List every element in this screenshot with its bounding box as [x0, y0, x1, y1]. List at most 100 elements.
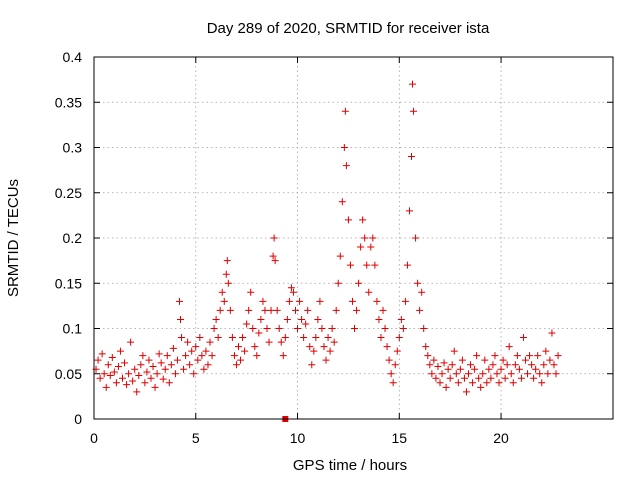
data-point — [198, 352, 206, 360]
data-point — [501, 374, 509, 382]
data-point — [519, 334, 527, 342]
data-point — [446, 374, 454, 382]
data-point — [273, 306, 281, 314]
data-point — [391, 361, 399, 369]
data-point — [163, 352, 171, 360]
data-point — [526, 352, 534, 360]
data-point — [145, 356, 153, 364]
data-point — [294, 325, 302, 332]
data-point — [487, 374, 495, 382]
data-point — [310, 347, 318, 355]
data-point — [405, 207, 413, 215]
data-point — [269, 252, 277, 260]
data-point — [385, 356, 393, 364]
data-point — [277, 338, 285, 346]
data-point — [434, 363, 442, 371]
data-point — [440, 359, 448, 367]
data-point — [245, 306, 253, 314]
data-point — [171, 370, 179, 378]
y-tick-label: 0.2 — [63, 230, 83, 246]
data-point — [493, 370, 501, 378]
y-axis-label: SRMTID / TECUs — [5, 179, 22, 297]
y-tick-label: 0.15 — [55, 275, 82, 291]
data-point — [202, 347, 210, 355]
x-tick-label: 20 — [493, 430, 509, 446]
data-point — [456, 365, 464, 373]
data-point — [102, 383, 110, 391]
data-point — [540, 361, 548, 369]
data-point — [173, 356, 181, 364]
data-point — [226, 306, 234, 314]
data-point — [270, 234, 278, 242]
data-point — [255, 329, 263, 337]
data-point — [296, 297, 304, 305]
data-point — [424, 352, 432, 360]
y-tick-label: 0.4 — [63, 49, 83, 65]
data-point — [223, 257, 231, 265]
data-point — [177, 315, 184, 323]
y-tick-label: 0.35 — [55, 94, 82, 110]
data-point — [367, 243, 375, 251]
data-point — [139, 352, 147, 360]
data-point — [249, 325, 257, 332]
data-point — [239, 334, 247, 342]
data-point — [363, 261, 371, 269]
data-point — [196, 334, 204, 342]
data-point — [153, 370, 161, 378]
x-tick-label: 10 — [290, 430, 306, 446]
data-point — [298, 315, 306, 323]
data-point — [397, 315, 405, 323]
data-point — [381, 325, 389, 332]
data-point — [503, 361, 511, 369]
data-point — [379, 306, 387, 314]
data-point — [426, 361, 434, 369]
data-point — [175, 297, 183, 305]
data-point — [312, 334, 320, 342]
data-point — [475, 374, 483, 382]
data-point — [135, 372, 143, 380]
data-point — [159, 375, 167, 383]
data-point — [143, 368, 151, 376]
data-point — [123, 381, 131, 389]
data-point — [275, 325, 283, 332]
data-point — [235, 343, 243, 351]
data-point — [318, 325, 326, 332]
data-point — [389, 379, 397, 387]
data-point — [149, 363, 157, 371]
data-point — [393, 347, 401, 355]
y-tick-label: 0 — [74, 411, 82, 427]
data-point — [355, 279, 363, 287]
data-point — [330, 338, 338, 346]
data-point — [182, 352, 190, 360]
data-point — [94, 356, 102, 364]
data-point — [495, 379, 503, 387]
data-point — [287, 284, 295, 292]
data-point — [184, 338, 192, 346]
data-point — [481, 356, 489, 364]
data-point — [377, 334, 385, 342]
data-point — [467, 361, 475, 369]
y-tick-label: 0.25 — [55, 185, 82, 201]
y-tick-label: 0.1 — [63, 321, 83, 337]
data-point — [214, 334, 222, 342]
data-point — [271, 257, 279, 265]
data-point — [314, 315, 322, 323]
data-point — [259, 297, 267, 305]
x-tick-label: 5 — [192, 430, 200, 446]
x-axis-label: GPS time / hours — [293, 457, 407, 474]
data-point — [422, 343, 430, 351]
data-point — [167, 361, 175, 369]
data-point — [306, 343, 314, 351]
data-point — [281, 334, 289, 342]
data-point — [98, 350, 106, 358]
data-point — [218, 288, 226, 296]
data-point — [469, 379, 477, 387]
data-point — [346, 261, 354, 269]
data-point — [243, 320, 251, 328]
data-point — [291, 306, 299, 314]
data-point — [416, 306, 424, 314]
data-point — [458, 356, 466, 364]
data-point — [96, 374, 104, 382]
data-point — [430, 356, 438, 364]
